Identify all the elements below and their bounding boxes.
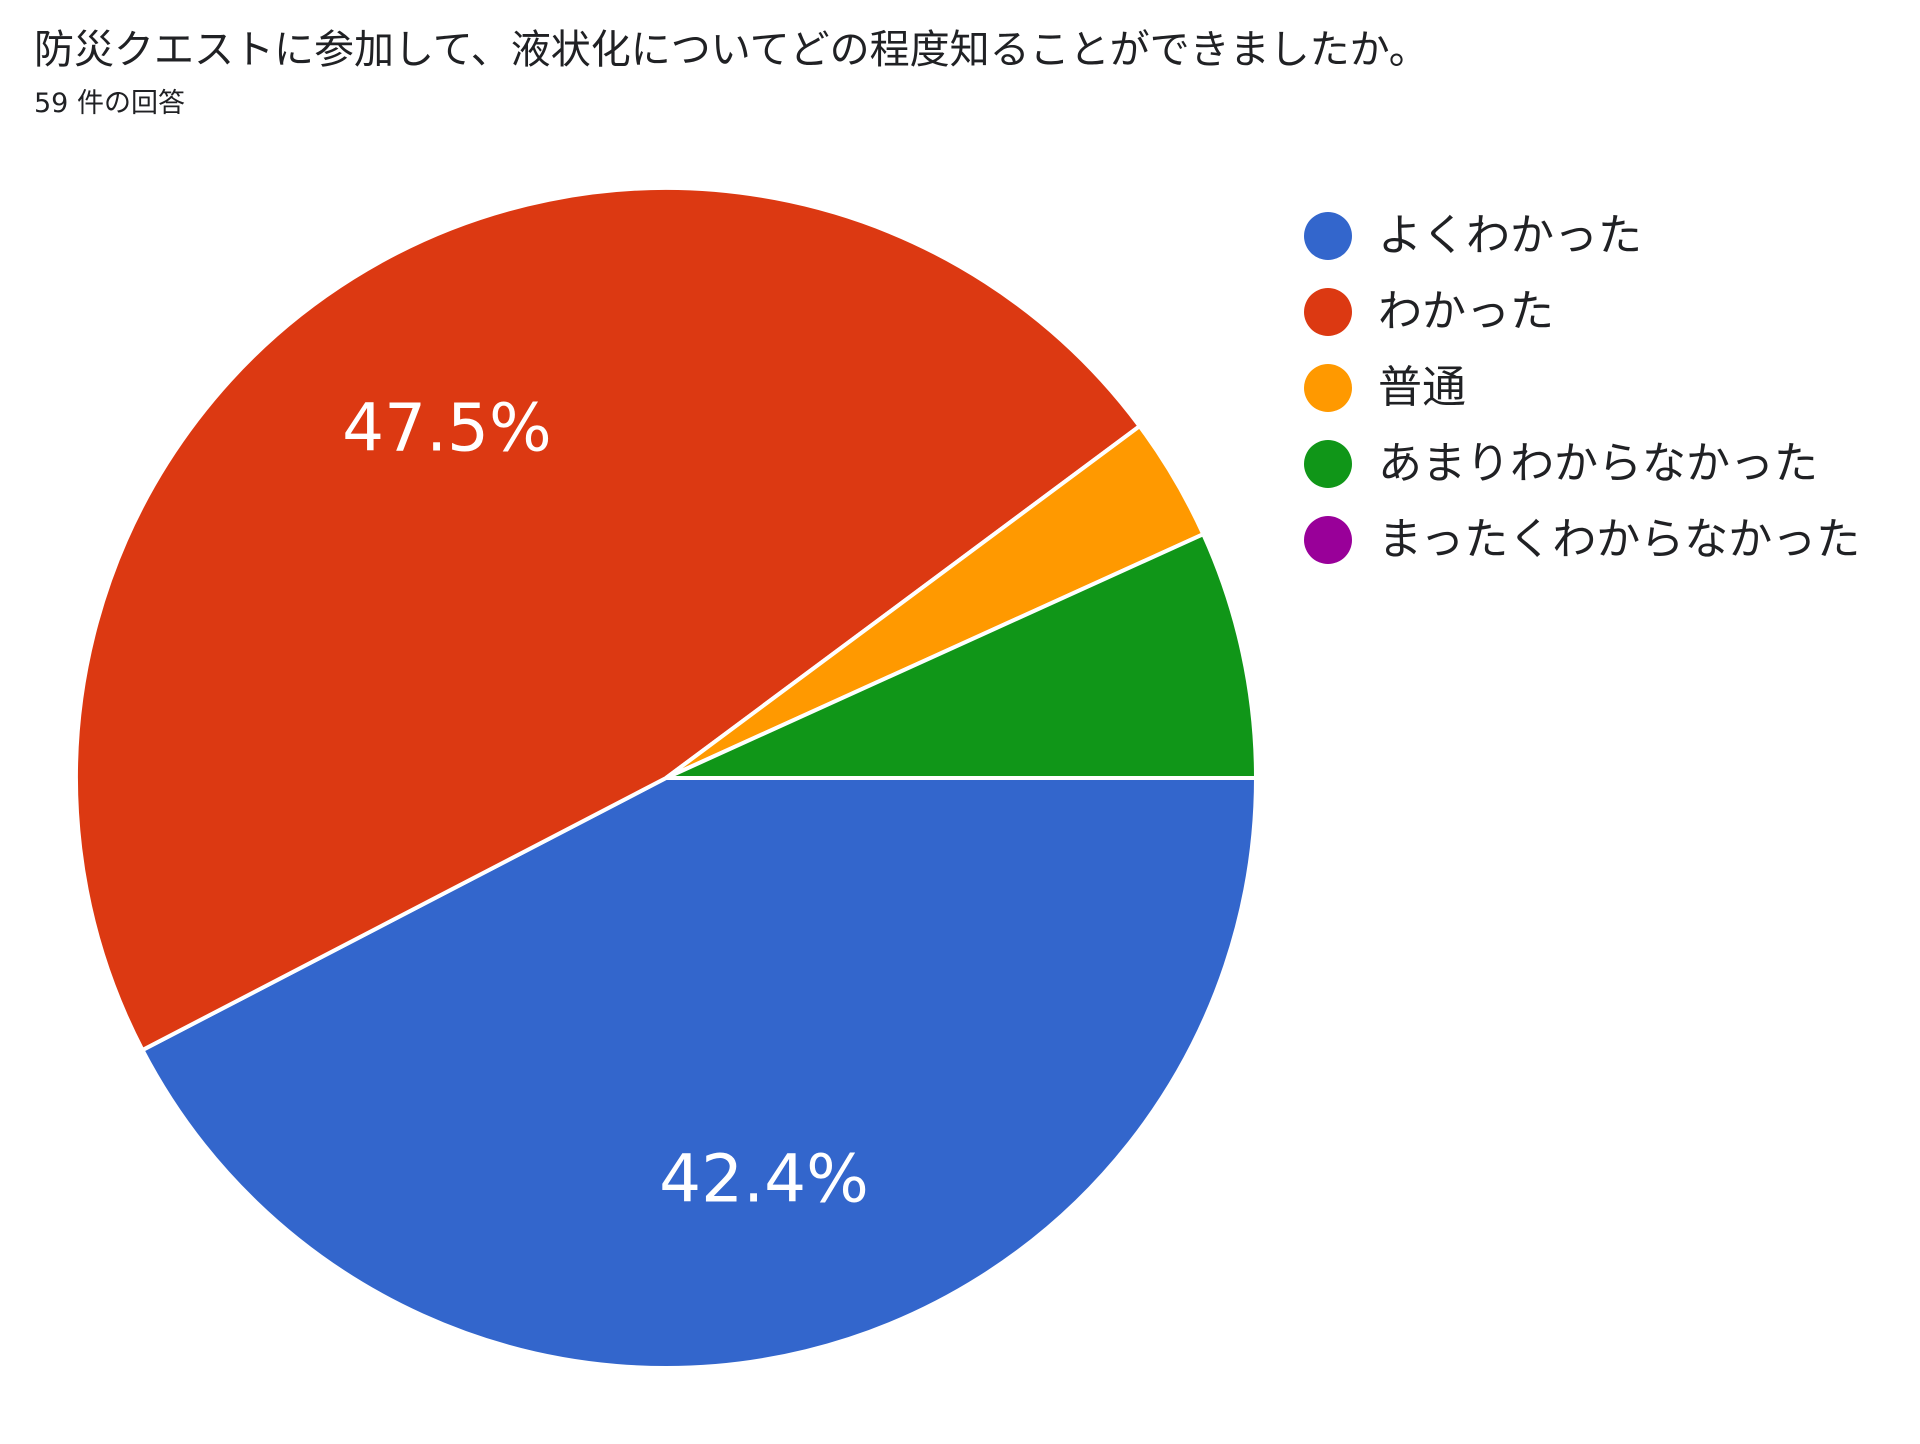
legend-item-5: まったくわからなかった [1304,502,1860,578]
legend-label-5: まったくわからなかった [1378,514,1861,565]
legend-item-4: あまりわからなかった [1304,426,1860,502]
pie-slice-1 [139,776,1259,1370]
pie-slice-2 [74,186,1143,1053]
slice-label-2: 47.5% [342,389,552,466]
response-count: 59 件の回答 [34,88,185,119]
legend-item-1: よくわかった [1304,198,1860,274]
legend-item-2: わかった [1304,274,1860,350]
legend-item-3: 普通 [1304,350,1860,426]
pie-chart: 42.4% 47.5% [74,186,1259,1370]
legend-swatch-5 [1304,516,1352,564]
question-title: 防災クエストに参加して、液状化についてどの程度知ることができましたか。 [34,27,1429,73]
pie-slice-4 [665,531,1259,780]
legend-swatch-2 [1304,288,1352,336]
slice-label-1: 42.4% [659,1141,869,1218]
legend-swatch-4 [1304,440,1352,488]
legend-label-4: あまりわからなかった [1378,438,1818,489]
legend-label-3: 普通 [1378,362,1466,413]
legend-label-1: よくわかった [1378,210,1642,261]
chart-legend: よくわかった わかった普通あまりわからなかった まったくわからなかった [1304,198,1860,578]
legend-swatch-1 [1304,212,1352,260]
legend-swatch-3 [1304,364,1352,412]
legend-label-2: わかった [1378,286,1554,337]
